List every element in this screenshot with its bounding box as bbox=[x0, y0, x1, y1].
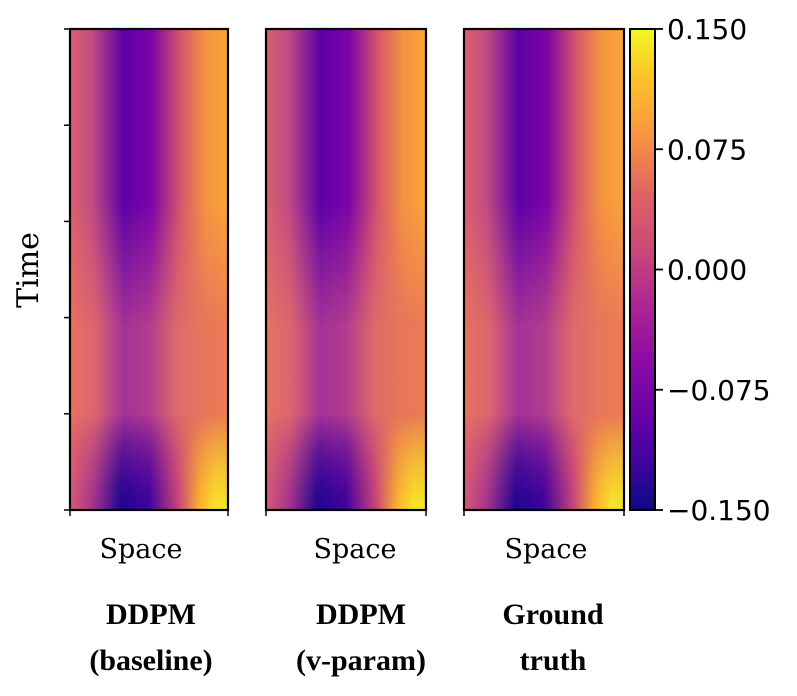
colorbar-tick-label: −0.075 bbox=[667, 374, 771, 407]
panel-frame bbox=[462, 27, 626, 512]
heatmap-baseline bbox=[70, 29, 228, 510]
heatmap-panel-v-param: Space DDPM (v-param) bbox=[264, 27, 428, 677]
x-axis-label: Space bbox=[314, 534, 397, 565]
x-axis-ticks bbox=[265, 510, 427, 516]
panel-title-line-1: DDPM bbox=[106, 598, 196, 631]
panel-title-line-1: Ground bbox=[502, 598, 603, 631]
panel-title-line-1: DDPM bbox=[316, 598, 406, 631]
panel-title-line-2: truth bbox=[520, 644, 587, 677]
heatmap-v-param bbox=[266, 29, 426, 510]
y-axis-label: Time bbox=[11, 232, 46, 308]
x-axis-label: Space bbox=[100, 534, 183, 565]
colorbar-gradient bbox=[630, 29, 655, 510]
heatmap-ground-truth bbox=[464, 29, 624, 510]
colorbar-tick-label: 0.000 bbox=[667, 254, 747, 287]
panel-title-line-2: (v-param) bbox=[296, 644, 426, 677]
x-axis-ticks bbox=[463, 510, 625, 516]
x-axis-ticks bbox=[69, 510, 229, 516]
x-axis-label: Space bbox=[505, 534, 588, 565]
panel-frame bbox=[68, 27, 230, 512]
colorbar-ticks: 0.150 0.075 0.000 −0.075 −0.150 bbox=[655, 13, 771, 527]
panel-frame bbox=[264, 27, 428, 512]
colorbar-tick-label: 0.075 bbox=[667, 133, 747, 166]
heatmap-panel-baseline: Space DDPM (baseline) bbox=[68, 27, 230, 677]
colorbar-tick-label: −0.150 bbox=[667, 494, 771, 527]
heatmap-panel-ground-truth: Space Ground truth bbox=[462, 27, 626, 677]
panel-title-line-2: (baseline) bbox=[89, 644, 212, 677]
colorbar: 0.150 0.075 0.000 −0.075 −0.150 bbox=[629, 13, 771, 527]
colorbar-tick-label: 0.150 bbox=[667, 13, 747, 46]
